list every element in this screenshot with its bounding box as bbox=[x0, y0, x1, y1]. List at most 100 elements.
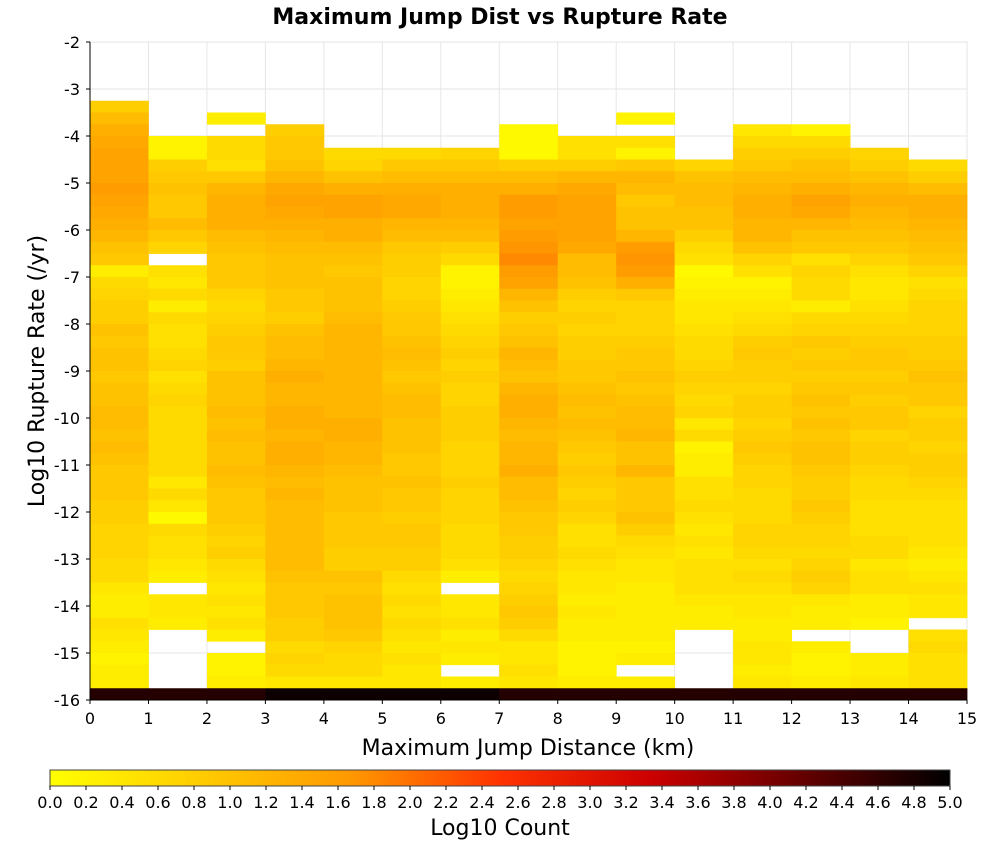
heatmap-cell bbox=[148, 241, 208, 254]
heatmap-cell bbox=[791, 300, 851, 313]
heatmap-cell bbox=[206, 570, 266, 583]
heatmap-cell bbox=[382, 429, 442, 442]
heatmap-cell bbox=[674, 418, 734, 431]
heatmap-cell bbox=[265, 194, 325, 207]
heatmap-cell bbox=[206, 488, 266, 501]
colorbar-tick-label: 3.0 bbox=[577, 793, 602, 812]
heatmap-cell bbox=[616, 465, 676, 478]
heatmap-cell bbox=[557, 547, 617, 560]
heatmap-cell bbox=[206, 218, 266, 231]
heatmap-cell bbox=[850, 406, 909, 419]
y-tick-label: -12 bbox=[54, 503, 80, 522]
heatmap-cell bbox=[850, 277, 909, 290]
heatmap-cell bbox=[908, 324, 968, 337]
heatmap-cell bbox=[265, 371, 325, 384]
heatmap-cell bbox=[265, 664, 325, 677]
heatmap-cell bbox=[148, 453, 208, 466]
heatmap-cell bbox=[265, 171, 325, 184]
heatmap-cell bbox=[265, 512, 325, 525]
heatmap-cell bbox=[323, 523, 383, 536]
heatmap-cell bbox=[908, 535, 968, 548]
heatmap-cell bbox=[148, 159, 208, 172]
heatmap-cell bbox=[674, 159, 734, 172]
heatmap-cell bbox=[850, 382, 909, 395]
heatmap-cell bbox=[499, 300, 559, 313]
heatmap-cell bbox=[265, 606, 325, 619]
heatmap-cell bbox=[323, 418, 383, 431]
heatmap-cell bbox=[265, 429, 325, 442]
heatmap-cell bbox=[382, 406, 442, 419]
heatmap-cell bbox=[674, 488, 734, 501]
heatmap-cell bbox=[557, 488, 617, 501]
heatmap-cell bbox=[382, 559, 442, 572]
heatmap-cell bbox=[499, 465, 559, 478]
heatmap-cell bbox=[206, 112, 266, 125]
heatmap-cell bbox=[850, 171, 909, 184]
heatmap-cell bbox=[265, 359, 325, 372]
heatmap-cell bbox=[440, 676, 500, 689]
heatmap-cell bbox=[265, 136, 325, 149]
heatmap-cell bbox=[850, 617, 909, 630]
heatmap-cell bbox=[791, 312, 851, 325]
heatmap-cell bbox=[908, 570, 968, 583]
heatmap-cell bbox=[850, 371, 909, 384]
heatmap-cell bbox=[908, 582, 968, 595]
heatmap-cell bbox=[148, 277, 208, 290]
y-tick-label: -11 bbox=[54, 456, 80, 475]
heatmap-cell bbox=[557, 500, 617, 513]
heatmap-cell bbox=[206, 418, 266, 431]
heatmap-cell bbox=[206, 347, 266, 360]
heatmap-cell bbox=[674, 512, 734, 525]
heatmap-cell bbox=[499, 265, 559, 278]
heatmap-cell bbox=[908, 523, 968, 536]
heatmap-cell bbox=[557, 206, 617, 219]
heatmap-cell bbox=[791, 512, 851, 525]
heatmap-cell bbox=[440, 171, 500, 184]
heatmap-cell bbox=[206, 676, 266, 689]
heatmap-cell bbox=[148, 347, 208, 360]
heatmap-cell bbox=[440, 394, 500, 407]
heatmap-cell bbox=[382, 382, 442, 395]
heatmap-cell bbox=[557, 664, 617, 677]
heatmap-cell bbox=[850, 594, 909, 607]
heatmap-cell bbox=[206, 500, 266, 513]
heatmap-cell bbox=[323, 159, 383, 172]
heatmap-cell bbox=[90, 347, 149, 360]
x-tick-label: 5 bbox=[377, 709, 387, 728]
heatmap-cell bbox=[440, 653, 500, 666]
heatmap-cell bbox=[908, 664, 968, 677]
heatmap-cell bbox=[440, 512, 500, 525]
heatmap-cell bbox=[791, 218, 851, 231]
heatmap-cell bbox=[499, 559, 559, 572]
heatmap-cell bbox=[323, 371, 383, 384]
heatmap-cell bbox=[440, 371, 500, 384]
heatmap-cell bbox=[206, 241, 266, 254]
heatmap-cell bbox=[499, 641, 559, 654]
heatmap-cell bbox=[265, 582, 325, 595]
heatmap-cell bbox=[440, 500, 500, 513]
heatmap-cell bbox=[616, 206, 676, 219]
heatmap-cell bbox=[90, 582, 149, 595]
heatmap-cell bbox=[499, 136, 559, 149]
heatmap-cell bbox=[908, 371, 968, 384]
heatmap-cell bbox=[557, 476, 617, 489]
heatmap-cell bbox=[908, 547, 968, 560]
heatmap-cell bbox=[206, 194, 266, 207]
heatmap-cell bbox=[850, 476, 909, 489]
heatmap-cell bbox=[148, 547, 208, 560]
heatmap-cell bbox=[557, 230, 617, 243]
heatmap-cell bbox=[616, 512, 676, 525]
heatmap-cell bbox=[206, 406, 266, 419]
heatmap-cell bbox=[440, 359, 500, 372]
heatmap-cell bbox=[499, 406, 559, 419]
heatmap-cell bbox=[674, 183, 734, 196]
heatmap-cell bbox=[323, 382, 383, 395]
heatmap-cell bbox=[265, 465, 325, 478]
heatmap-cell bbox=[791, 582, 851, 595]
heatmap-cell bbox=[382, 606, 442, 619]
heatmap-cell bbox=[265, 241, 325, 254]
heatmap-cell bbox=[382, 664, 442, 677]
heatmap-cell bbox=[616, 570, 676, 583]
heatmap-cell bbox=[323, 206, 383, 219]
heatmap-cell bbox=[616, 676, 676, 689]
